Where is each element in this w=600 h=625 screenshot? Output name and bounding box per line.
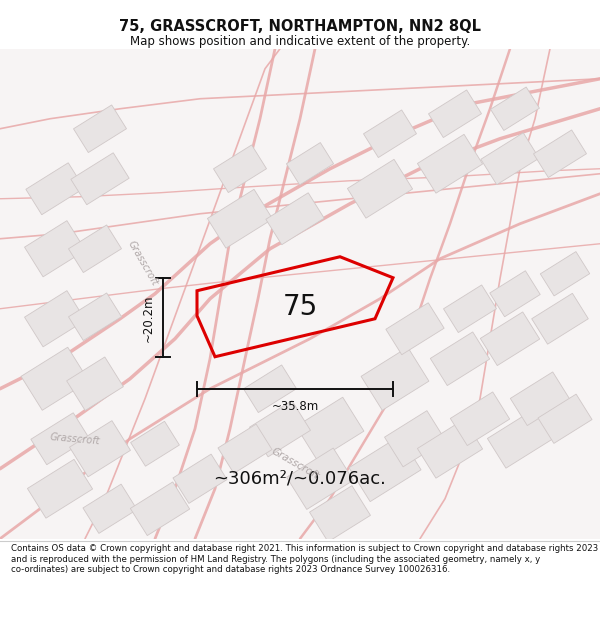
Polygon shape [218, 424, 272, 473]
Polygon shape [385, 411, 445, 467]
Polygon shape [68, 293, 121, 341]
Polygon shape [386, 302, 444, 355]
Polygon shape [131, 421, 179, 466]
Polygon shape [428, 90, 481, 138]
Polygon shape [491, 87, 539, 131]
Polygon shape [173, 454, 227, 503]
Text: 75: 75 [283, 292, 317, 321]
Polygon shape [430, 332, 490, 386]
Polygon shape [130, 482, 190, 536]
Text: Grasscroft: Grasscroft [269, 446, 320, 481]
Text: Grasscroft: Grasscroft [126, 239, 160, 288]
Polygon shape [25, 291, 85, 347]
Polygon shape [71, 152, 129, 205]
Polygon shape [266, 192, 324, 245]
Polygon shape [481, 132, 539, 185]
Text: Grasscroft: Grasscroft [49, 432, 101, 446]
Polygon shape [310, 486, 370, 542]
Polygon shape [74, 105, 127, 152]
Polygon shape [244, 365, 296, 413]
Polygon shape [68, 225, 121, 272]
Polygon shape [361, 348, 429, 410]
Text: 75, GRASSCROFT, NORTHAMPTON, NN2 8QL: 75, GRASSCROFT, NORTHAMPTON, NN2 8QL [119, 19, 481, 34]
Polygon shape [347, 159, 413, 218]
Polygon shape [418, 419, 482, 478]
Text: Contains OS data © Crown copyright and database right 2021. This information is : Contains OS data © Crown copyright and d… [11, 544, 598, 574]
Polygon shape [481, 312, 539, 366]
Polygon shape [418, 134, 482, 193]
Polygon shape [287, 448, 353, 509]
Polygon shape [490, 271, 540, 317]
Polygon shape [28, 459, 92, 518]
Polygon shape [21, 348, 89, 410]
Polygon shape [541, 252, 590, 296]
Polygon shape [250, 401, 310, 457]
Polygon shape [511, 372, 569, 426]
Polygon shape [26, 162, 84, 215]
Polygon shape [296, 398, 364, 460]
Polygon shape [487, 409, 553, 468]
Text: ~35.8m: ~35.8m [271, 400, 319, 413]
Polygon shape [31, 412, 89, 465]
Polygon shape [67, 357, 124, 411]
Polygon shape [533, 130, 586, 178]
Text: ~306m²/~0.076ac.: ~306m²/~0.076ac. [214, 470, 386, 488]
Polygon shape [83, 484, 137, 533]
Polygon shape [25, 221, 85, 277]
Polygon shape [286, 142, 334, 185]
Polygon shape [349, 436, 421, 502]
Polygon shape [451, 392, 509, 446]
Polygon shape [364, 110, 416, 158]
Text: Map shows position and indicative extent of the property.: Map shows position and indicative extent… [130, 35, 470, 48]
Polygon shape [443, 285, 496, 332]
Polygon shape [214, 145, 266, 192]
Text: ~20.2m: ~20.2m [142, 294, 155, 341]
Polygon shape [532, 293, 589, 344]
Polygon shape [70, 421, 130, 477]
Polygon shape [538, 394, 592, 443]
Polygon shape [208, 189, 272, 248]
